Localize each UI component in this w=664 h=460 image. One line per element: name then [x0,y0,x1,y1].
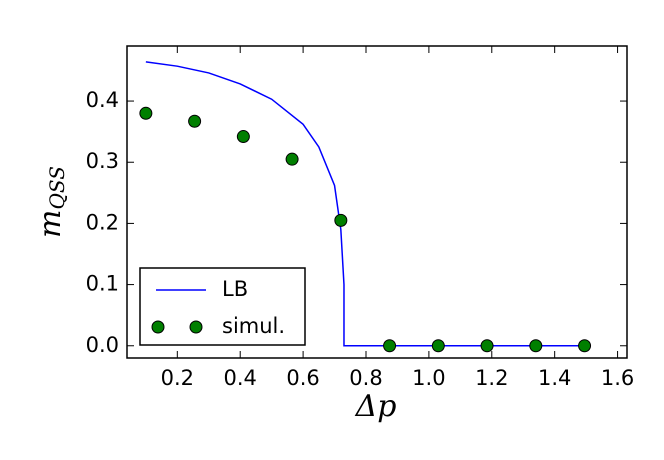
x-tick-label: 1.0 [412,366,445,390]
legend-label: simul. [222,314,285,338]
lb-line [145,61,587,347]
sim-point [383,339,397,353]
sim-point [188,114,202,128]
y-axis-label: mQSS [33,166,69,238]
y-tick-label: 0.2 [86,210,119,234]
sim-point [285,152,299,166]
legend-marker [151,320,165,334]
legend-box [139,267,306,346]
y-label-subscript: QSS [45,166,69,209]
plot-frame [126,45,628,359]
sim-point [529,339,543,353]
x-tick-label: 0.2 [161,366,194,390]
x-tick-label: 1.4 [538,366,571,390]
y-tick-label: 0.4 [86,88,119,112]
sim-point [139,106,153,120]
x-tick-label: 0.8 [349,366,382,390]
y-label-main: m [33,210,68,238]
legend-label: LB [222,277,248,301]
x-tick-label: 1.6 [601,366,634,390]
sim-point [334,213,348,227]
x-tick-label: 0.4 [224,366,257,390]
y-tick-label: 0.0 [86,333,119,357]
sim-point [578,339,592,353]
legend-marker [189,320,203,334]
x-tick-label: 0.6 [286,366,319,390]
x-axis-label: Δp [355,389,397,424]
y-tick-label: 0.1 [86,272,119,296]
y-tick-label: 0.3 [86,149,119,173]
sim-point [480,339,494,353]
sim-point [431,339,445,353]
x-tick-label: 1.2 [475,366,508,390]
sim-point [236,130,250,144]
